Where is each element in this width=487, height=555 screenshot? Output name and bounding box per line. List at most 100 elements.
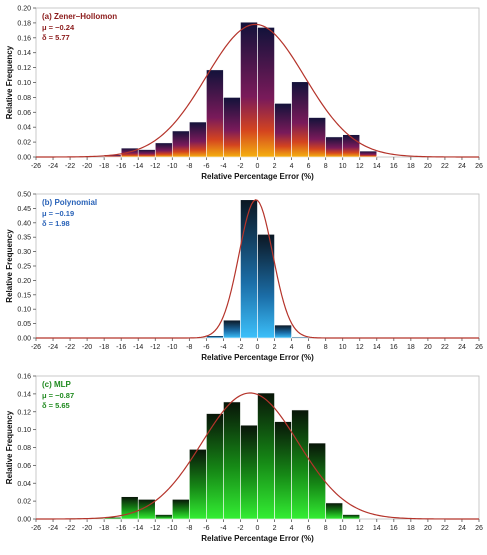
x-tick-label: 14	[373, 163, 381, 170]
normal-fit-curve	[36, 199, 479, 339]
x-tick-label: 16	[390, 525, 398, 532]
x-tick-label: -10	[167, 163, 177, 170]
x-tick-label: 0	[256, 163, 260, 170]
mu-stat: μ = −0.19	[42, 209, 74, 218]
x-tick-label: 6	[307, 344, 311, 351]
delta-stat: δ = 5.77	[42, 33, 70, 42]
x-tick-label: -26	[31, 163, 41, 170]
x-tick-label: -8	[186, 344, 192, 351]
x-tick-label: -22	[65, 525, 75, 532]
histogram-bar	[240, 21, 258, 158]
x-tick-label: -10	[167, 344, 177, 351]
normal-fit-curve	[36, 392, 479, 520]
x-tick-label: -20	[82, 344, 92, 351]
x-tick-label: -4	[220, 163, 226, 170]
histogram-bar	[172, 499, 190, 520]
x-tick-label: 20	[424, 163, 432, 170]
x-tick-label: -14	[133, 163, 143, 170]
y-tick-label: 0.00	[17, 517, 31, 524]
histogram-bar	[325, 136, 343, 158]
x-tick-label: -20	[82, 525, 92, 532]
histogram-bar	[274, 103, 292, 158]
panel-label: (b) Polynomial	[42, 198, 97, 207]
x-tick-label: 10	[339, 163, 347, 170]
histogram-bar	[206, 335, 224, 339]
x-tick-label: 4	[290, 344, 294, 351]
x-tick-label: 16	[390, 344, 398, 351]
histogram-bar	[223, 97, 241, 158]
x-tick-label: 2	[273, 344, 277, 351]
x-axis-title: Relative Percentage Error (%)	[201, 172, 314, 181]
y-tick-label: 0.02	[17, 499, 31, 506]
histogram-bar	[325, 502, 343, 520]
x-tick-label: 6	[307, 525, 311, 532]
panel-c: 0.000.020.040.060.080.100.120.140.16-26-…	[5, 374, 483, 544]
y-tick-label: 0.04	[17, 125, 31, 132]
histogram-bar	[291, 81, 309, 158]
panel-label: (a) Zener–Hollomon	[42, 12, 117, 21]
histogram-bar	[240, 199, 258, 339]
x-tick-label: 2	[273, 525, 277, 532]
y-tick-label: 0.14	[17, 50, 31, 57]
histogram-bar	[257, 234, 275, 339]
x-tick-label: -16	[116, 163, 126, 170]
x-tick-label: 10	[339, 525, 347, 532]
x-tick-label: 10	[339, 344, 347, 351]
y-tick-label: 0.10	[17, 427, 31, 434]
y-tick-label: 0.25	[17, 264, 31, 271]
x-tick-label: -26	[31, 525, 41, 532]
x-tick-label: 14	[373, 344, 381, 351]
histogram-bar	[257, 392, 275, 520]
delta-stat: δ = 5.65	[42, 401, 70, 410]
y-tick-label: 0.10	[17, 307, 31, 314]
normal-fit-curve	[36, 23, 480, 158]
x-tick-label: 26	[475, 163, 483, 170]
x-tick-label: 8	[324, 525, 328, 532]
y-tick-label: 0.02	[17, 140, 31, 147]
panel-a: 0.00 0.02 0.04 0.06 0.08 0.10 0.12 0.14 0.16 0.18…	[5, 6, 483, 182]
histogram-bar	[308, 117, 326, 158]
y-tick-label: 0.06	[17, 463, 31, 470]
x-tick-label: -4	[220, 525, 226, 532]
x-tick-label: 12	[356, 525, 364, 532]
x-tick-label: 24	[458, 525, 466, 532]
x-tick-label: -4	[220, 344, 226, 351]
histogram-bar	[189, 448, 207, 520]
histogram-bar	[291, 336, 309, 339]
histogram-bar	[223, 319, 241, 339]
histogram-bar	[274, 421, 292, 520]
x-tick-label: -14	[133, 344, 143, 351]
x-axis-title: Relative Percentage Error (%)	[201, 534, 314, 543]
y-tick-label: 0.06	[17, 110, 31, 117]
x-tick-label: -18	[99, 163, 109, 170]
y-tick-label: 0.05	[17, 321, 31, 328]
x-tick-label: -12	[150, 163, 160, 170]
histogram-bar	[154, 514, 173, 520]
x-tick-label: 2	[273, 163, 277, 170]
histogram-bar	[223, 401, 241, 520]
x-axis-title: Relative Percentage Error (%)	[201, 353, 314, 362]
y-tick-label: 0.04	[17, 481, 31, 488]
histogram-bar	[342, 134, 361, 158]
x-tick-label: 12	[356, 163, 364, 170]
y-tick-label: 0.45	[17, 206, 31, 213]
histogram-bar	[342, 514, 361, 520]
histogram-bar	[172, 130, 190, 158]
x-tick-label: -2	[237, 525, 243, 532]
x-tick-label: -6	[203, 344, 209, 351]
histogram-bar	[154, 142, 173, 158]
histogram-bar	[206, 69, 224, 158]
histogram-bar	[137, 149, 156, 158]
x-tick-label: 0	[256, 525, 260, 532]
histogram-bar	[257, 27, 275, 158]
x-tick-label: -10	[167, 525, 177, 532]
y-tick-label: 0.50	[17, 192, 31, 199]
y-tick-label: 0.12	[17, 65, 31, 72]
histogram-bar	[274, 324, 292, 339]
x-tick-label: 6	[307, 163, 311, 170]
y-tick-label: 0.40	[17, 220, 31, 227]
y-tick-label: 0.20	[17, 278, 31, 285]
y-axis-title: Relative Frequency	[5, 410, 14, 484]
x-tick-label: 20	[424, 525, 432, 532]
